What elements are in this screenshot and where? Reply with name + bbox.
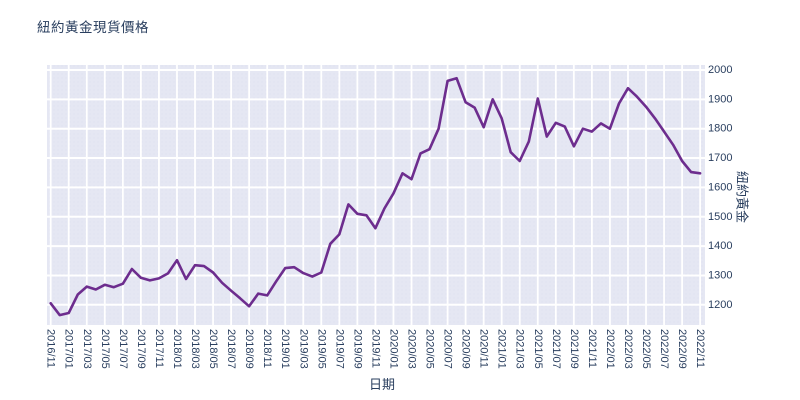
y-axis-title: 紐約黃金 [735,171,750,223]
x-tick-label: 2018/09 [243,329,255,369]
x-tick-label: 2018/05 [207,329,219,369]
x-tick-label: 2022/11 [694,329,706,368]
y-tick-label: 1500 [708,211,732,223]
y-tick-label: 1800 [708,123,732,135]
x-tick-label: 2021/05 [532,329,544,369]
x-tick-label: 2018/07 [225,329,237,369]
y-tick-label: 1600 [708,181,732,193]
x-tick-label: 2022/01 [604,329,616,369]
vertical-gridlines [49,65,702,325]
y-tick-label: 1300 [708,269,732,281]
x-tick-label: 2020/11 [478,329,490,368]
x-tick-label: 2017/11 [153,329,165,368]
x-tick-label: 2017/07 [117,329,129,369]
x-tick-label: 2021/11 [586,329,598,368]
x-tick-label: 2019/01 [279,329,291,369]
x-tick-label: 2018/11 [261,329,273,368]
x-tick-label: 2018/01 [171,329,183,369]
y-tick-label: 1400 [708,240,732,252]
x-tick-label: 2019/05 [315,329,327,369]
chart-title: 紐約黃金現貨價格 [37,20,149,35]
x-tick-label: 2020/07 [442,329,454,369]
x-tick-label: 2017/05 [99,329,111,369]
y-axis-tick-labels: 1200 1300 1400 1500 1600 1700 1800 1900 2000 [708,64,732,311]
x-tick-label: 2022/03 [622,329,634,369]
x-tick-label: 2021/07 [550,329,562,369]
y-tick-label: 1200 [708,299,732,311]
x-tick-label: 2017/09 [135,329,147,369]
x-tick-label: 2020/09 [460,329,472,369]
price-line [49,76,702,317]
x-tick-label: 2021/09 [568,329,580,369]
y-tick-label: 2000 [708,64,732,76]
x-tick-label: 2022/07 [658,329,670,369]
x-tick-label: 2017/01 [63,329,75,369]
x-tick-label: 2019/11 [369,329,381,368]
x-tick-label: 2016/11 [45,329,57,368]
x-tick-label: 2017/03 [81,329,93,369]
x-tick-label: 2019/09 [351,329,363,369]
x-tick-label: 2019/03 [297,329,309,369]
x-tick-label: 2022/09 [676,329,688,369]
x-axis-tick-labels: 2016/11 2017/01 2017/03 2017/05 2017/07 2017/… [45,329,706,369]
x-tick-label: 2020/05 [424,329,436,369]
x-tick-label: 2021/01 [496,329,508,369]
x-tick-label: 2019/07 [333,329,345,369]
x-tick-label: 2020/01 [387,329,399,369]
y-tick-label: 1700 [708,152,732,164]
y-tick-label: 1900 [708,93,732,105]
x-tick-label: 2021/03 [514,329,526,369]
horizontal-gridlines [47,69,705,306]
x-axis-title: 日期 [369,377,395,392]
x-tick-label: 2018/03 [189,329,201,369]
x-tick-label: 2020/03 [406,329,418,369]
x-tick-label: 2022/05 [640,329,652,369]
